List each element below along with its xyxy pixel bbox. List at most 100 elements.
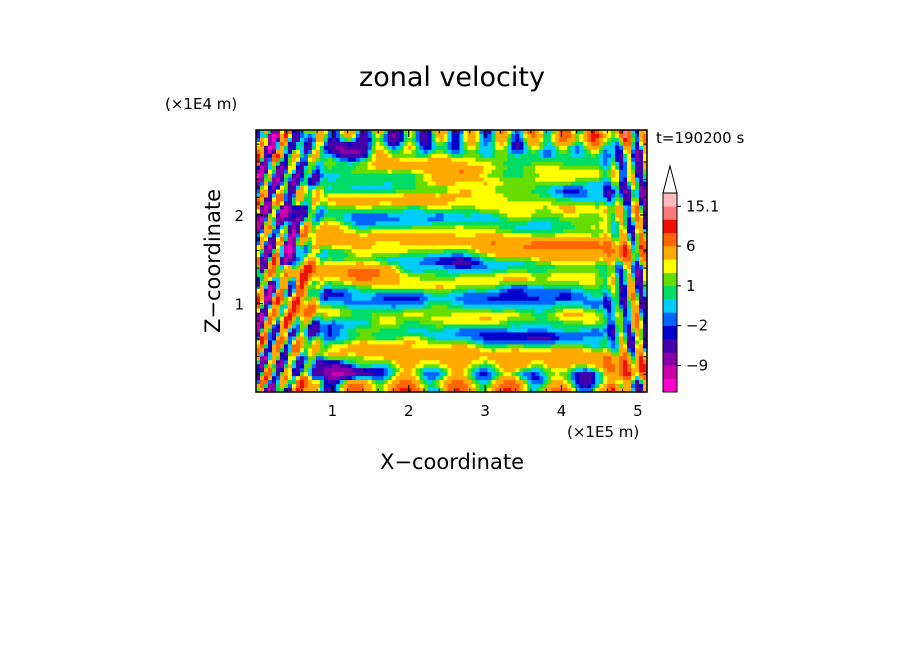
heatmap-cell <box>503 316 508 322</box>
heatmap-cell <box>447 304 453 310</box>
heatmap-cell <box>343 177 349 183</box>
heatmap-cell <box>439 173 445 179</box>
heatmap-cell <box>391 217 397 222</box>
heatmap-cell <box>539 141 544 147</box>
heatmap-cell <box>623 157 628 163</box>
heatmap-cell <box>563 169 568 175</box>
heatmap-cell <box>451 276 457 282</box>
heatmap-cell <box>451 209 457 214</box>
heatmap-cell <box>439 304 445 310</box>
heatmap-cell <box>391 141 397 147</box>
heatmap-cell <box>627 173 632 179</box>
heatmap-cell <box>535 241 540 246</box>
heatmap-cell <box>567 217 572 222</box>
heatmap-cell <box>371 288 377 294</box>
heatmap-cell <box>291 276 297 282</box>
heatmap-cell <box>395 213 401 218</box>
heatmap-cell <box>256 312 261 318</box>
heatmap-cell <box>435 272 441 278</box>
heatmap-cell <box>523 213 528 218</box>
heatmap-cell <box>479 312 485 318</box>
heatmap-cell <box>267 209 273 214</box>
heatmap-cell <box>303 233 309 238</box>
heatmap-cell <box>319 149 325 155</box>
heatmap-cell <box>283 217 289 222</box>
heatmap-cell <box>475 141 481 147</box>
heatmap-cell <box>575 221 580 226</box>
heatmap-cell <box>643 205 648 210</box>
heatmap-cell <box>547 137 552 143</box>
heatmap-cell <box>403 308 409 314</box>
heatmap-cell <box>503 280 508 286</box>
heatmap-cell <box>256 268 261 274</box>
heatmap-cell <box>559 272 564 278</box>
heatmap-cell <box>339 197 345 203</box>
heatmap-cell <box>415 209 421 214</box>
heatmap-cell <box>427 264 433 270</box>
heatmap-cell <box>631 264 636 270</box>
heatmap-cell <box>555 130 560 135</box>
heatmap-cell <box>359 217 365 222</box>
heatmap-cell <box>559 181 564 187</box>
heatmap-cell <box>379 241 385 246</box>
heatmap-cell <box>371 237 377 242</box>
heatmap-cell <box>591 276 596 282</box>
heatmap-cell <box>451 217 457 222</box>
heatmap-cell <box>515 133 520 139</box>
heatmap-cell <box>503 217 508 222</box>
heatmap-cell <box>331 249 337 254</box>
heatmap-cell <box>483 225 489 230</box>
heatmap-cell <box>519 324 524 330</box>
heatmap-cell <box>359 233 365 238</box>
heatmap-cell <box>287 149 293 155</box>
heatmap-cell <box>615 161 620 167</box>
heatmap-cell <box>547 312 552 318</box>
heatmap-cell <box>579 320 584 326</box>
heatmap-cell <box>375 249 381 254</box>
heatmap-cell <box>515 284 520 290</box>
heatmap-cell <box>439 193 445 199</box>
heatmap-cell <box>327 133 333 139</box>
heatmap-cell <box>375 320 381 326</box>
heatmap-cell <box>487 316 492 322</box>
heatmap-cell <box>515 229 520 234</box>
heatmap-cell <box>431 257 437 262</box>
heatmap-cell <box>347 161 353 167</box>
heatmap-cell <box>443 157 449 163</box>
heatmap-cell <box>263 328 269 334</box>
heatmap-cell <box>539 304 544 310</box>
heatmap-cell <box>339 304 345 310</box>
heatmap-cell <box>271 130 277 135</box>
heatmap-cell <box>519 217 524 222</box>
heatmap-cell <box>447 161 453 167</box>
heatmap-cell <box>547 237 552 242</box>
heatmap-cell <box>439 276 445 282</box>
heatmap-cell <box>571 165 576 171</box>
heatmap-cell <box>415 312 421 318</box>
heatmap-cell <box>467 280 473 286</box>
heatmap-cell <box>399 181 405 187</box>
heatmap-cell <box>279 320 285 326</box>
heatmap-cell <box>311 165 317 171</box>
heatmap-cell <box>435 328 441 334</box>
heatmap-cell <box>447 181 453 187</box>
heatmap-cell <box>603 197 608 203</box>
heatmap-cell <box>375 284 381 290</box>
heatmap-cell <box>443 300 449 306</box>
heatmap-cell <box>583 257 588 262</box>
heatmap-cell <box>499 181 504 187</box>
heatmap-cell <box>579 193 584 199</box>
heatmap-cell <box>499 324 504 330</box>
heatmap-cell <box>367 130 373 135</box>
heatmap-cell <box>579 304 584 310</box>
heatmap-cell <box>439 145 445 151</box>
heatmap-cell <box>471 201 477 207</box>
heatmap-cell <box>263 197 269 203</box>
heatmap-cell <box>639 229 644 234</box>
heatmap-cell <box>347 312 353 318</box>
heatmap-cell <box>391 237 397 242</box>
heatmap-cell <box>515 296 520 302</box>
heatmap-cell <box>511 253 516 258</box>
heatmap-cell <box>315 137 321 143</box>
heatmap-cell <box>371 261 377 266</box>
